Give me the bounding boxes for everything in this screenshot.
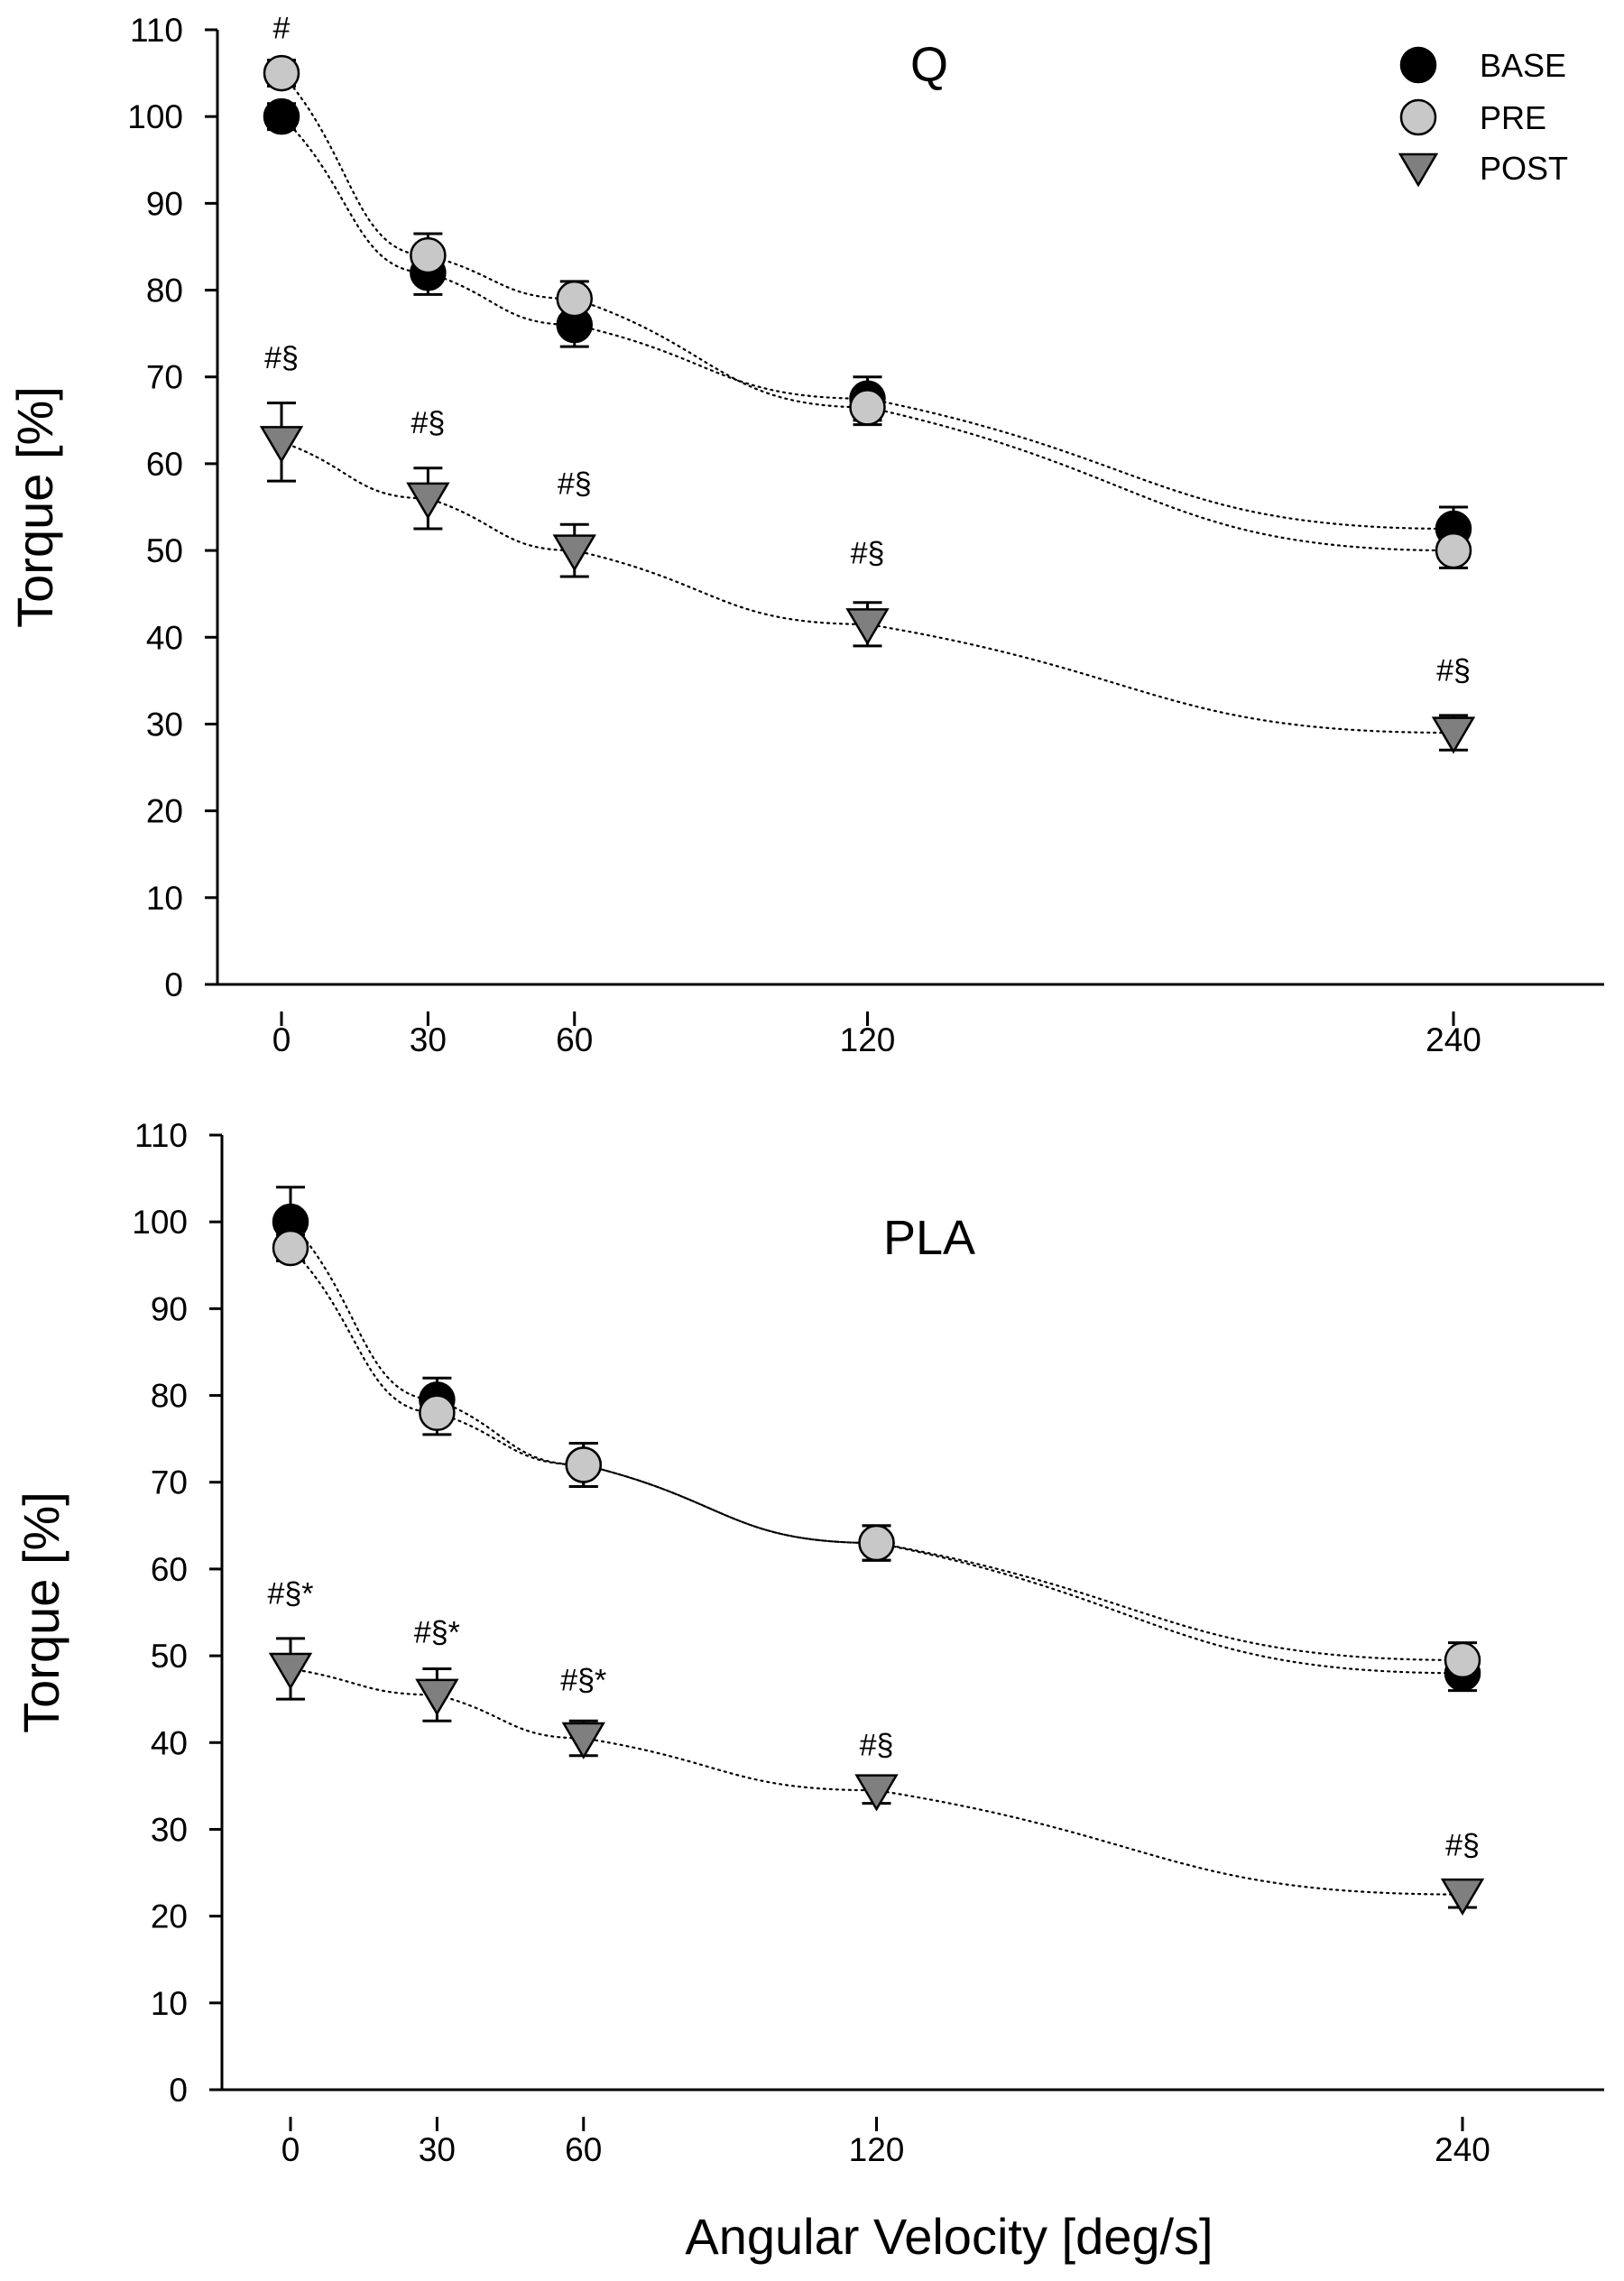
- y-tick-label: 10: [146, 880, 183, 917]
- y-tick-label: 0: [169, 2072, 188, 2109]
- y-tick-label: 100: [127, 98, 183, 135]
- point-pre: [410, 236, 447, 274]
- legend-label-base: BASE: [1480, 47, 1566, 84]
- point-post: [552, 534, 596, 572]
- point-post: [259, 426, 304, 464]
- significance-annotation: #§: [264, 341, 299, 375]
- significance-annotation: #§: [411, 406, 445, 440]
- point-post: [1440, 1878, 1485, 1916]
- y-tick-label: 0: [164, 966, 183, 1003]
- significance-annotation: #§: [1436, 653, 1471, 688]
- y-tick-label: 70: [146, 359, 183, 396]
- point-post: [415, 1678, 459, 1716]
- significance-annotation: #§*: [267, 1576, 313, 1611]
- x-tick-label: 60: [556, 1021, 593, 1058]
- significance-annotation: #§: [1445, 1828, 1480, 1862]
- panel-pla: 0 10 20 30 40 50 60 70 80 90 100 110 0 30 60 120 240 Torq…: [13, 1117, 1604, 2265]
- significance-annotation: #§: [860, 1729, 894, 1763]
- y-tick-label: 110: [130, 12, 183, 49]
- y-tick-label: 20: [151, 1898, 188, 1935]
- y-tick-label: 80: [146, 272, 183, 309]
- significance-annotation: #§*: [560, 1664, 606, 1698]
- y-tick-label: 40: [146, 619, 183, 656]
- x-tick-label: 240: [1435, 2131, 1490, 2168]
- x-tick-label: 0: [281, 2131, 300, 2168]
- x-axis-label: Angular Velocity [deg/s]: [685, 2208, 1213, 2265]
- x-tick-label: 30: [419, 2131, 456, 2168]
- point-pre: [272, 1229, 309, 1267]
- y-tick-label: 40: [151, 1724, 188, 1761]
- significance-annotation: #§: [558, 467, 592, 502]
- y-axis-label: Torque [%]: [6, 386, 63, 628]
- point-post: [854, 1774, 899, 1812]
- x-tick-label: 60: [565, 2131, 602, 2168]
- fit-curve-base: [280, 115, 1455, 531]
- point-pre: [1444, 1641, 1481, 1679]
- significance-annotation: #§: [851, 537, 885, 571]
- y-tick-label: 100: [132, 1204, 188, 1241]
- y-tick-label: 30: [151, 1811, 188, 1848]
- x-tick-label: 0: [272, 1021, 291, 1058]
- y-tick-label: 70: [151, 1464, 188, 1501]
- y-tick-label: 90: [146, 185, 183, 222]
- x-tick-label: 120: [849, 2131, 905, 2168]
- point-post: [406, 482, 450, 520]
- x-tick-label: 240: [1426, 1021, 1481, 1058]
- significance-annotation: #: [273, 12, 291, 46]
- legend-marker-pre: [1399, 98, 1437, 136]
- panel-q: 0 10 20 30 40 50 60 70 80 90 100 110 0 30 60 120 240 Torq…: [6, 12, 1604, 1058]
- y-tick-label: 60: [151, 1551, 188, 1588]
- legend-label-pre: PRE: [1480, 99, 1546, 136]
- panel-title: Q: [910, 38, 948, 92]
- point-pre: [849, 389, 886, 426]
- y-tick-label: 80: [151, 1378, 188, 1415]
- y-tick-label: 30: [146, 706, 183, 743]
- point-pre: [565, 1446, 602, 1483]
- point-pre: [858, 1524, 895, 1562]
- point-post: [561, 1722, 605, 1759]
- point-pre: [263, 54, 300, 92]
- point-post: [845, 608, 890, 646]
- y-axis-label: Torque [%]: [13, 1491, 69, 1733]
- y-tick-label: 50: [146, 532, 183, 569]
- x-tick-label: 120: [840, 1021, 896, 1058]
- point-pre: [419, 1394, 456, 1432]
- y-tick-label: 10: [151, 1985, 188, 2022]
- fit-curve-post: [289, 1667, 1464, 1896]
- legend-marker-base: [1399, 46, 1437, 84]
- fit-curve-base: [289, 1221, 1464, 1675]
- significance-annotation: #§*: [414, 1616, 460, 1650]
- legend-label-post: POST: [1480, 150, 1568, 187]
- point-base: [263, 97, 300, 135]
- fit-curve-post: [280, 440, 1455, 734]
- panel-title: PLA: [883, 1211, 975, 1265]
- point-pre: [556, 280, 593, 318]
- point-post: [268, 1652, 313, 1690]
- fit-curve-pre: [280, 71, 1455, 552]
- y-tick-label: 110: [134, 1117, 188, 1154]
- x-tick-label: 30: [410, 1021, 447, 1058]
- y-tick-label: 90: [151, 1290, 188, 1327]
- point-post: [1431, 716, 1476, 754]
- point-pre: [1435, 531, 1472, 569]
- y-tick-label: 50: [151, 1638, 188, 1675]
- y-tick-label: 20: [146, 793, 183, 830]
- y-tick-label: 60: [146, 446, 183, 483]
- legend-marker-post: [1398, 152, 1439, 188]
- fit-curve-pre: [289, 1246, 1464, 1661]
